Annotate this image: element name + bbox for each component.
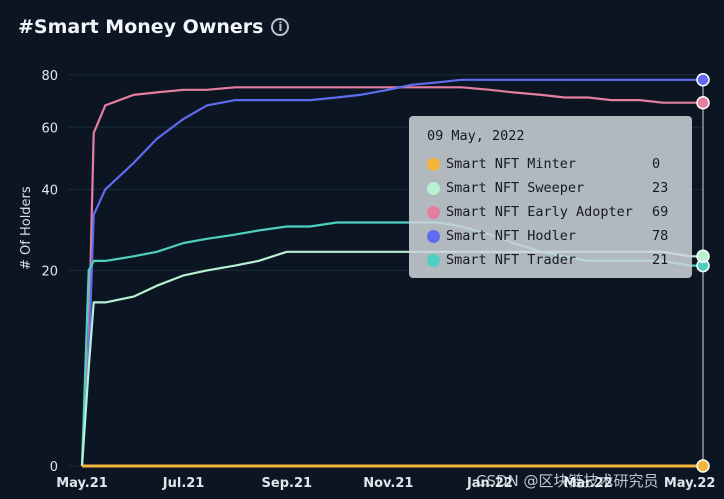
x-tick-label: Sep.21 xyxy=(262,476,313,491)
info-icon[interactable]: i xyxy=(271,18,290,36)
hover-tooltip: 09 May, 2022 Smart NFT Minter 0 Smart NFT … xyxy=(409,116,692,278)
y-tick-label: 60 xyxy=(41,121,58,136)
x-tick-label: May.21 xyxy=(56,476,108,491)
series-dot-icon xyxy=(427,157,440,171)
x-axis-ticks: May.21 Jul.21 Sep.21 Nov.21 Jan.22 Mar.22 May.… xyxy=(56,476,715,491)
tooltip-series-value: 69 xyxy=(652,204,669,220)
tooltip-series-value: 78 xyxy=(652,228,669,244)
tooltip-row: Smart NFT Minter 0 xyxy=(427,152,676,176)
end-marker-smart-nft-sweeper xyxy=(696,249,710,264)
y-tick-label: 0 xyxy=(50,460,58,475)
end-marker-smart-nft-minter xyxy=(696,459,710,473)
tooltip-series-value: 23 xyxy=(652,180,669,196)
x-tick-label: May.22 xyxy=(664,476,716,491)
x-tick-label: Mar.22 xyxy=(563,476,612,491)
end-marker-smart-nft-hodler xyxy=(696,73,710,87)
chart-header: #Smart Money Owners i xyxy=(18,16,290,38)
y-tick-label: 40 xyxy=(41,183,58,198)
tooltip-series-value: 0 xyxy=(652,156,661,172)
info-icon-glyph: i xyxy=(278,20,283,34)
series-lines xyxy=(80,78,703,468)
tooltip-series-name: Smart NFT Minter xyxy=(446,156,577,172)
tooltip-rows: Smart NFT Minter 0 Smart NFT Sweeper 23 Smar… xyxy=(427,152,676,272)
y-axis-ticks: 0 20 40 60 80 xyxy=(41,69,58,475)
y-tick-label: 20 xyxy=(41,264,58,279)
watermark-text: CSDN @区块链技术研究员 xyxy=(476,472,659,490)
y-tick-label: 80 xyxy=(41,69,58,84)
series-line-smart-nft-sweeper[interactable] xyxy=(80,250,703,467)
series-dot-icon xyxy=(427,253,440,267)
tooltip-series-name: Smart NFT Hodler xyxy=(446,228,577,244)
tooltip-row: Smart NFT Early Adopter 69 xyxy=(427,200,676,224)
series-line-smart-nft-hodler[interactable] xyxy=(80,78,703,467)
series-dot-icon xyxy=(427,229,440,243)
x-tick-label: Jan.22 xyxy=(466,476,513,491)
tooltip-series-name: Smart NFT Early Adopter xyxy=(446,204,633,220)
y-axis-label: # Of Holders xyxy=(19,186,34,270)
tooltip-row: Smart NFT Trader 21 xyxy=(427,248,676,272)
tooltip-series-name: Smart NFT Trader xyxy=(446,252,577,268)
tooltip-series-name: Smart NFT Sweeper xyxy=(446,180,585,196)
x-tick-label: Jul.21 xyxy=(162,476,205,491)
end-marker-smart-nft-early-adopter xyxy=(696,95,710,110)
chart-title: #Smart Money Owners xyxy=(18,16,264,38)
tooltip-date: 09 May, 2022 xyxy=(427,128,525,144)
series-dot-icon xyxy=(427,181,440,195)
tooltip-row: Smart NFT Hodler 78 xyxy=(427,224,676,248)
x-tick-label: Nov.21 xyxy=(363,476,413,491)
tooltip-series-value: 21 xyxy=(652,252,669,268)
series-line-smart-nft-early-adopter[interactable] xyxy=(80,86,703,467)
series-end-markers xyxy=(696,73,710,473)
series-dot-icon xyxy=(427,205,440,219)
tooltip-row: Smart NFT Sweeper 23 xyxy=(427,176,676,200)
